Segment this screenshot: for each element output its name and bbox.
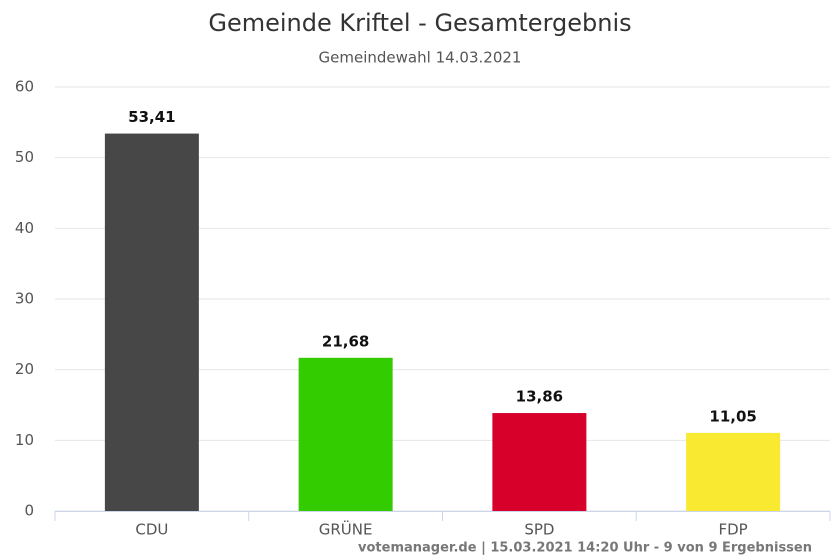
bar: [298, 357, 393, 511]
y-tick-label: 0: [24, 502, 34, 520]
y-tick-label: 30: [15, 290, 34, 308]
bar: [492, 413, 587, 511]
y-tick-label: 10: [15, 431, 34, 449]
x-tick-label: FDP: [719, 521, 748, 539]
chart-title: Gemeinde Kriftel - Gesamtergebnis: [208, 9, 631, 37]
x-tick-label: CDU: [135, 521, 168, 539]
value-label: 11,05: [709, 407, 756, 425]
value-label: 21,68: [322, 332, 369, 350]
y-tick-label: 60: [15, 78, 34, 96]
value-label: 13,86: [516, 388, 563, 406]
y-tick-label: 50: [15, 148, 34, 166]
credit: votemanager.de | 15.03.2021 14:20 Uhr - …: [358, 541, 812, 556]
x-tick-label: SPD: [524, 521, 554, 539]
y-tick-label: 20: [15, 360, 34, 378]
bar: [686, 432, 781, 511]
value-label: 53,41: [128, 108, 175, 126]
y-tick-label: 40: [15, 219, 34, 237]
chart-subtitle: Gemeindewahl 14.03.2021: [319, 49, 522, 67]
bar: [104, 133, 199, 511]
x-tick-label: GRÜNE: [319, 520, 373, 539]
